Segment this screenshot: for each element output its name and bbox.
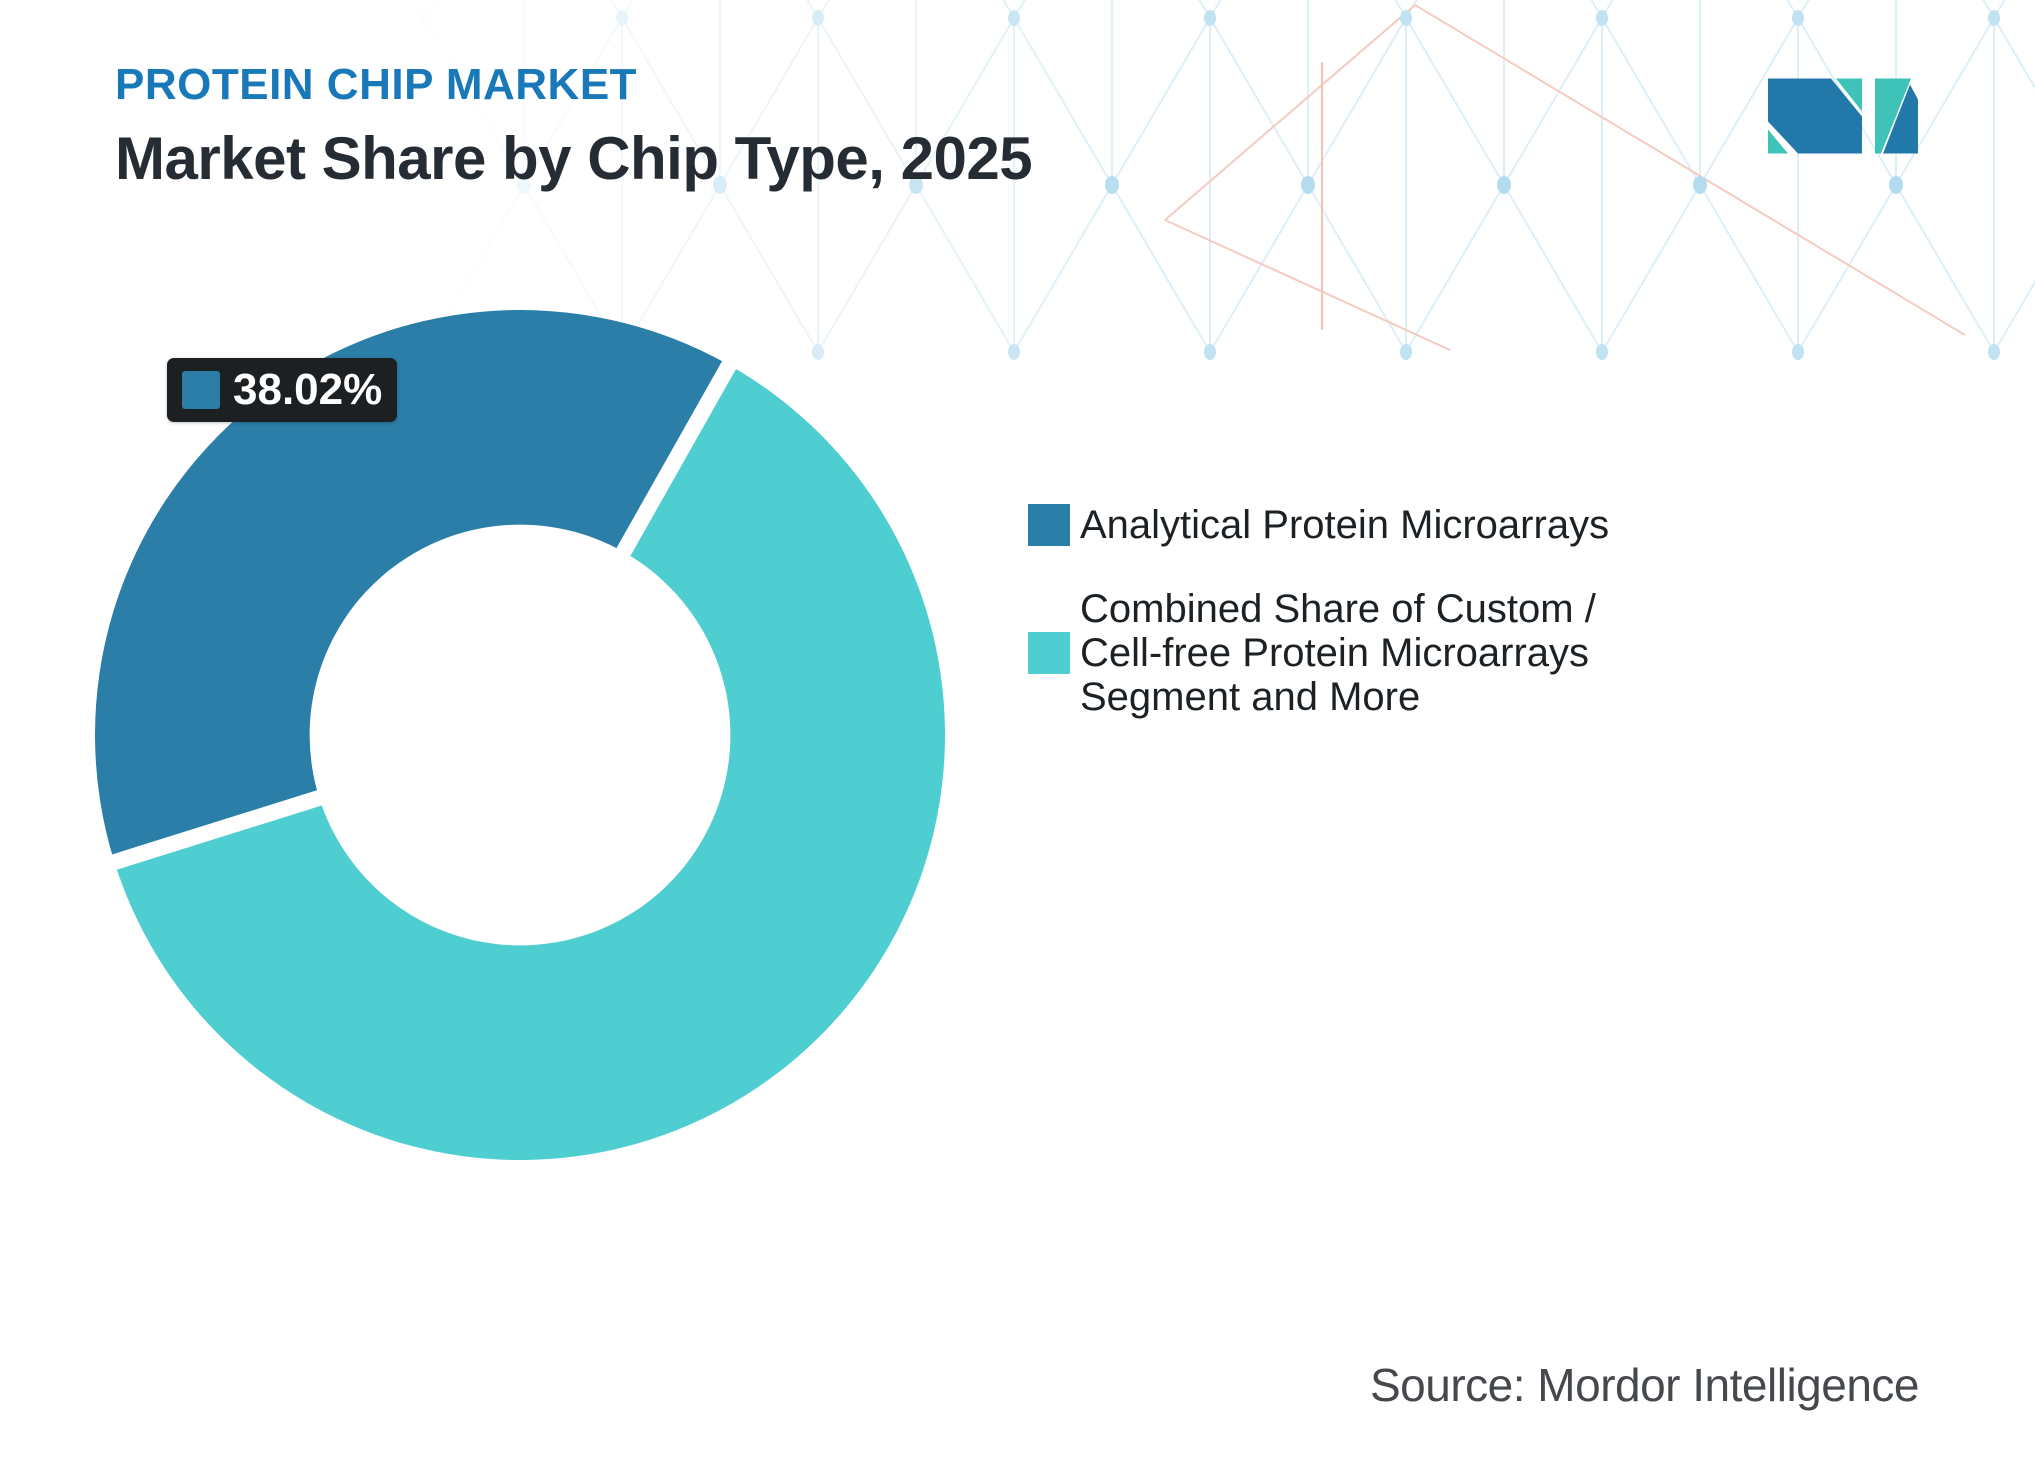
donut-slice-0 (95, 310, 730, 863)
chart-header: PROTEIN CHIP MARKET Market Share by Chip… (115, 60, 1033, 193)
logo-shape (1768, 78, 1862, 154)
logo-shape (1875, 78, 1911, 154)
legend-label-line: Analytical Protein Microarrays (1080, 503, 1610, 547)
legend-item-combined: Combined Share of Custom / Cell-free Pro… (1028, 587, 1668, 719)
data-label-swatch (182, 371, 220, 409)
data-label: 38.02% (167, 358, 398, 422)
legend-item-analytical: Analytical Protein Microarrays (1028, 503, 1668, 547)
donut-chart-svg (95, 310, 945, 1161)
hex-lattice-decoration (395, 0, 2035, 380)
donut-slice-1 (114, 364, 945, 1161)
logo-shape (1883, 84, 1918, 154)
legend-swatch-analytical (1028, 504, 1070, 546)
legend-label-line: Segment and More (1080, 675, 1421, 719)
chart-legend: Analytical Protein Microarrays Combined … (1028, 503, 1668, 719)
logo-shape (1836, 78, 1862, 112)
report-name: PROTEIN CHIP MARKET (115, 60, 638, 109)
legend-label-line: Combined Share of Custom / (1080, 587, 1596, 631)
source-attribution: Source: Mordor Intelligence (1369, 1359, 1920, 1411)
hex-lattice-svg (395, 0, 2035, 360)
data-label-value: 38.02% (233, 365, 383, 414)
logo-shape (1768, 129, 1788, 154)
legend-label-line: Cell-free Protein Microarrays (1080, 631, 1590, 675)
chart-title: Market Share by Chip Type, 2025 (115, 125, 1033, 192)
donut-chart (95, 310, 945, 1161)
legend-swatch-combined (1028, 632, 1070, 674)
slice-gap (611, 352, 741, 565)
mordor-intelligence-logo-icon (1768, 78, 1918, 154)
slice-gap (102, 787, 332, 873)
